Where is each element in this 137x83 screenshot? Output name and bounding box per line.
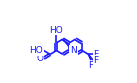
Text: F: F — [93, 56, 99, 65]
Text: F: F — [93, 50, 99, 59]
Text: O: O — [36, 54, 43, 63]
Text: HO: HO — [50, 26, 63, 35]
Text: HO: HO — [30, 46, 43, 55]
Text: F: F — [88, 61, 93, 70]
Text: N: N — [70, 46, 77, 55]
